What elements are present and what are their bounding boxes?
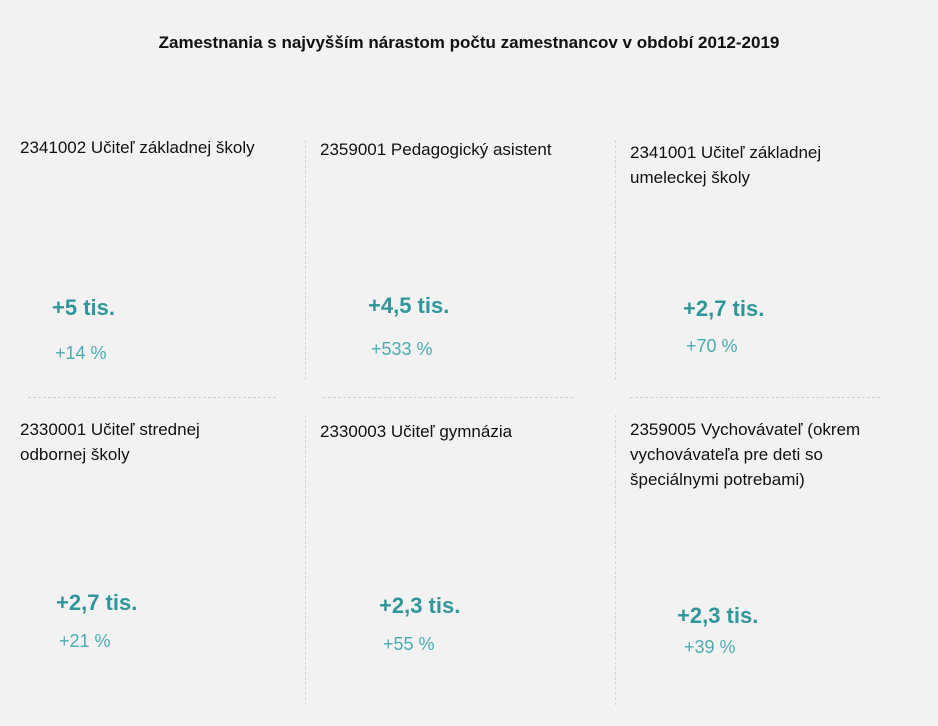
page-title: Zamestnania s najvyšším nárastom počtu z… [158, 33, 780, 52]
occupation-card: 2330001 Učiteľ strednej odbornej školy [20, 417, 270, 467]
occupation-card: 2341002 Učiteľ základnej školy [20, 135, 280, 160]
increase-value: +2,7 tis. [683, 296, 765, 321]
increase-value: +2,3 tis. [379, 593, 461, 618]
divider [615, 140, 616, 380]
increase-value: +4,5 tis. [368, 293, 450, 318]
occupation-name: 2359001 Pedagogický asistent [320, 140, 552, 159]
increase-value: +2,7 tis. [56, 590, 138, 615]
increase-percent: +533 % [371, 339, 433, 359]
occupation-name: 2330003 Učiteľ gymnázia [320, 422, 513, 441]
divider [305, 140, 306, 380]
occupation-name: 2330001 Učiteľ strednej odbornej školy [20, 420, 200, 464]
occupation-card: 2341001 Učiteľ základnej umeleckej školy [630, 140, 890, 190]
occupation-name: 2341001 Učiteľ základnej umeleckej školy [630, 143, 822, 187]
occupation-card: 2359001 Pedagogický asistent [320, 137, 605, 162]
increase-percent: +21 % [59, 631, 111, 651]
divider [305, 415, 306, 705]
divider [323, 397, 573, 398]
increase-percent: +14 % [55, 343, 107, 363]
divider [28, 397, 276, 398]
occupation-name: 2359005 Vychovávateľ (okrem vychovávateľ… [630, 420, 861, 489]
occupation-name: 2341002 Učiteľ základnej školy [20, 138, 255, 157]
increase-percent: +55 % [383, 634, 435, 654]
divider [630, 397, 880, 398]
occupation-card: 2330003 Učiteľ gymnázia [320, 419, 605, 444]
increase-percent: +70 % [686, 336, 738, 356]
increase-value: +5 tis. [52, 295, 115, 320]
occupation-card: 2359005 Vychovávateľ (okrem vychovávateľ… [630, 417, 915, 492]
divider [615, 415, 616, 705]
increase-value: +2,3 tis. [677, 603, 759, 628]
increase-percent: +39 % [684, 637, 736, 657]
